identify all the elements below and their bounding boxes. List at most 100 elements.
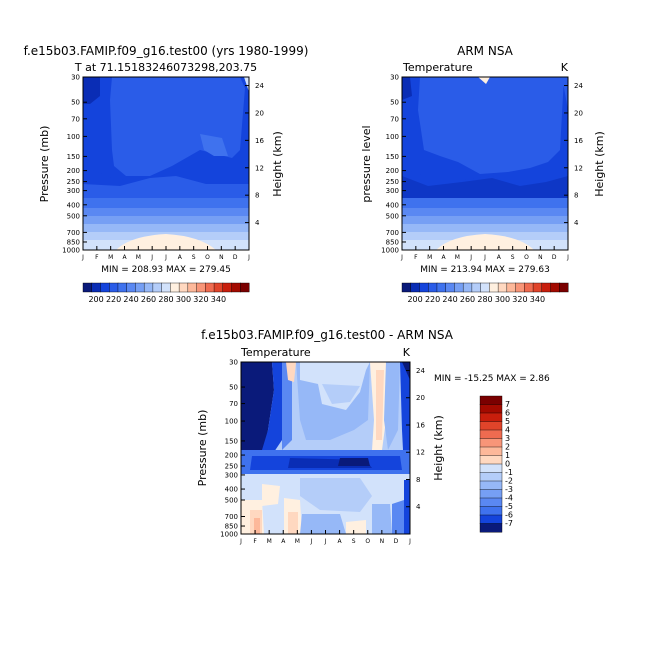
pressure-tick-label: 400 <box>386 201 399 209</box>
month-tick-label: A <box>497 254 502 261</box>
colorbar-swatch <box>419 282 429 293</box>
colorbar-swatch <box>82 282 93 293</box>
colorbar-swatch <box>240 282 250 293</box>
panel-model-subtitle: T at 71.15183246073298,203.75 <box>74 61 257 74</box>
pressure-tick-label: 250 <box>225 463 238 471</box>
month-tick-label: J <box>400 254 403 261</box>
colorbar-swatch <box>480 282 490 293</box>
colorbar-swatch <box>161 282 171 293</box>
panel-obs-left-label: Temperature <box>402 61 473 74</box>
panel-diff-right-label: K <box>403 346 411 359</box>
colorbar-swatch <box>541 282 552 293</box>
panel-obs-height-ticks: 4 8 12 16 20 24 <box>564 82 583 227</box>
colorbar-label: 220 <box>425 295 440 304</box>
colorbar-label: 1 <box>505 451 510 460</box>
panel-diff: f.e15b03.FAMIP.f09_g16.test00 - ARM NSA … <box>196 328 550 545</box>
colorbar-swatch <box>479 472 503 482</box>
colorbar-swatch <box>205 282 215 293</box>
colorbar-swatch <box>401 282 412 293</box>
height-tick-label: 12 <box>416 449 425 457</box>
pressure-tick-label: 1000 <box>381 247 399 255</box>
height-tick-label: 20 <box>416 394 425 402</box>
pressure-tick-label: 50 <box>71 99 80 107</box>
colorbar-swatch <box>445 282 455 293</box>
colorbar-label: 220 <box>106 295 121 304</box>
colorbar-label: 3 <box>505 434 510 443</box>
month-tick-label: F <box>414 254 418 261</box>
pressure-tick-label: 1000 <box>62 247 80 255</box>
colorbar-label: -1 <box>505 468 513 477</box>
height-tick-label: 16 <box>416 421 425 429</box>
colorbar-swatch <box>117 282 128 293</box>
pressure-tick-label: 30 <box>390 74 399 82</box>
panel-diff-title: f.e15b03.FAMIP.f09_g16.test00 - ARM NSA <box>201 328 454 342</box>
panel-obs-ylabel: pressure level <box>360 125 373 202</box>
height-tick-label: 4 <box>255 219 260 227</box>
height-tick-label: 16 <box>255 137 264 145</box>
panel-model-title: f.e15b03.FAMIP.f09_g16.test00 (yrs 1980-… <box>24 44 309 58</box>
pressure-tick-label: 70 <box>390 115 399 123</box>
month-tick-label: J <box>469 254 472 261</box>
colorbar-label: 320 <box>193 295 208 304</box>
pressure-tick-label: 700 <box>225 513 238 521</box>
pressure-tick-label: 300 <box>67 187 80 195</box>
month-tick-label: F <box>95 254 99 261</box>
colorbar-label: -6 <box>505 511 513 520</box>
pressure-tick-label: 250 <box>386 178 399 186</box>
colorbar-label: 320 <box>512 295 527 304</box>
height-tick-label: 8 <box>255 192 259 200</box>
pressure-tick-label: 850 <box>225 523 238 531</box>
pressure-tick-label: 500 <box>386 212 399 220</box>
colorbar-label: 300 <box>495 295 510 304</box>
month-tick-label: M <box>267 538 272 545</box>
colorbar-swatch <box>489 282 499 293</box>
panel-diff-field <box>241 362 410 534</box>
month-tick-label: O <box>365 538 370 545</box>
colorbar-swatch <box>152 282 163 293</box>
panel-diff-height-ticks: 4 8 12 16 20 24 <box>406 367 425 511</box>
colorbar-swatch <box>213 282 224 293</box>
colorbar-swatch <box>135 282 145 293</box>
panel-obs-stats: MIN = 213.94 MAX = 279.63 <box>420 265 550 275</box>
colorbar-swatch <box>506 282 517 293</box>
height-tick-label: 12 <box>255 164 264 172</box>
pressure-tick-label: 500 <box>225 497 238 505</box>
colorbar-swatch <box>143 282 154 293</box>
colorbar-label: 340 <box>211 295 226 304</box>
colorbar-label: 6 <box>505 409 510 418</box>
colorbar-swatch <box>471 282 482 293</box>
colorbar-label: -3 <box>505 485 513 494</box>
colorbar-swatch <box>479 463 503 474</box>
colorbar-label: 340 <box>530 295 545 304</box>
colorbar-swatch <box>479 523 503 533</box>
colorbar-swatch <box>178 282 189 293</box>
pressure-tick-label: 300 <box>225 471 238 479</box>
colorbar-swatch <box>479 395 503 406</box>
pressure-tick-label: 70 <box>229 400 238 408</box>
pressure-tick-label: 500 <box>67 212 80 220</box>
colorbar-label: 2 <box>505 443 510 452</box>
pressure-tick-label: 150 <box>225 437 238 445</box>
month-tick-label: J <box>239 538 242 545</box>
month-tick-label: M <box>108 254 113 261</box>
colorbar-swatch <box>497 282 508 293</box>
colorbar-label: 7 <box>505 400 510 409</box>
month-tick-label: S <box>192 254 196 261</box>
colorbar-swatch <box>454 282 464 293</box>
colorbar-swatch <box>559 282 569 293</box>
month-tick-label: J <box>324 538 327 545</box>
pressure-tick-label: 30 <box>229 359 238 367</box>
pressure-tick-label: 400 <box>67 201 80 209</box>
month-tick-label: J <box>81 254 84 261</box>
colorbar-swatch <box>187 282 198 293</box>
colorbar-swatch <box>222 282 233 293</box>
pressure-tick-label: 100 <box>67 133 80 141</box>
colorbar-label: -4 <box>505 494 513 503</box>
month-tick-label: N <box>219 254 224 261</box>
pressure-tick-label: 250 <box>67 178 80 186</box>
panel-model: f.e15b03.FAMIP.f09_g16.test00 (yrs 1980-… <box>24 44 309 275</box>
panel-model-ylabel: Pressure (mb) <box>38 126 51 203</box>
